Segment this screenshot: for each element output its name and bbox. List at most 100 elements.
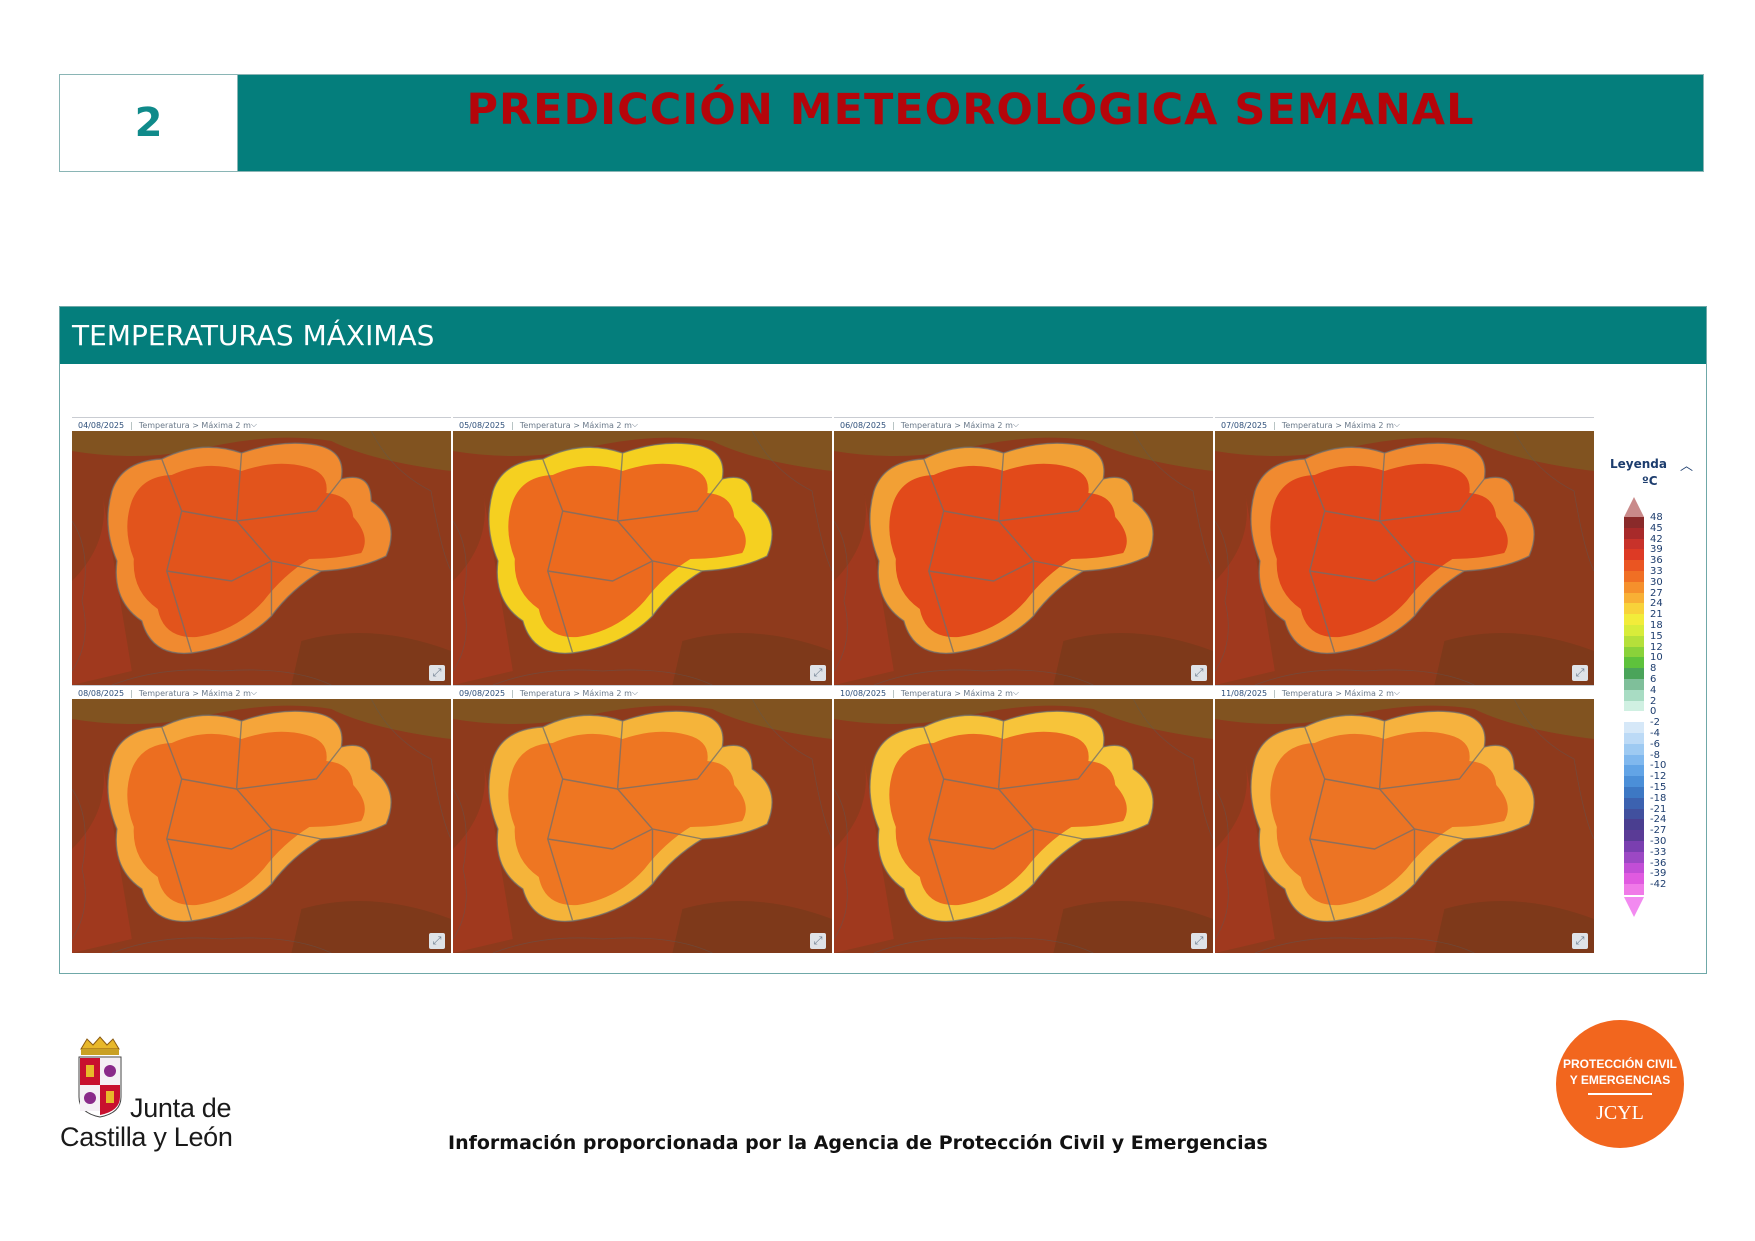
legend-swatch [1624, 689, 1644, 701]
legend-swatch [1624, 754, 1644, 766]
legend-label: -30 [1650, 835, 1667, 847]
legend-label: 48 [1650, 512, 1663, 523]
map-toolbar-separator: | [511, 688, 514, 698]
map-panel: 07/08/2025 | Temperatura > Máxima 2 m ⌵ ⤢ [1215, 417, 1594, 685]
map-toolbar-separator: | [1273, 420, 1276, 430]
legend-swatch [1624, 603, 1644, 615]
temperature-map [1215, 431, 1594, 685]
map-toolbar-separator: | [130, 420, 133, 430]
legend-label: 30 [1650, 576, 1663, 588]
legend-swatch [1624, 646, 1644, 658]
map-date: 11/08/2025 [1221, 688, 1268, 698]
chevron-down-icon[interactable]: ⌵ [250, 420, 257, 429]
legend-swatch [1624, 711, 1644, 723]
legend-swatch [1624, 776, 1644, 787]
temperature-map [72, 699, 451, 953]
map-panel: 10/08/2025 | Temperatura > Máxima 2 m ⌵ ⤢ [834, 685, 1213, 953]
expand-icon[interactable]: ⤢ [810, 933, 826, 949]
map-variable: Temperatura > Máxima 2 m [1281, 688, 1394, 698]
legend-label: 2 [1650, 695, 1657, 707]
temperature-map [72, 431, 451, 685]
brand-line-2: Castilla y León [60, 1122, 233, 1152]
temperature-map [453, 699, 832, 953]
legend-swatch [1624, 851, 1644, 863]
legend-unit: ºC [1642, 474, 1658, 488]
chevron-down-icon[interactable]: ⌵ [1012, 688, 1019, 697]
legend-label: -24 [1650, 814, 1667, 826]
expand-icon[interactable]: ⤢ [1191, 933, 1207, 949]
legend-label: 24 [1650, 598, 1663, 610]
pc-logo-line-2: Y EMERGENCIAS [1569, 1073, 1671, 1087]
expand-icon[interactable]: ⤢ [1572, 933, 1588, 949]
legend-label: -33 [1650, 846, 1667, 858]
map-date: 09/08/2025 [459, 688, 506, 698]
map-variable: Temperatura > Máxima 2 m [1281, 420, 1394, 430]
legend-label: 6 [1650, 673, 1657, 685]
legend-label: -6 [1650, 738, 1660, 750]
legend-label: -27 [1650, 825, 1667, 837]
legend-swatch [1624, 819, 1644, 831]
expand-icon[interactable]: ⤢ [429, 933, 445, 949]
legend-label: 18 [1650, 619, 1663, 631]
legend-swatch [1624, 678, 1644, 690]
map-variable: Temperatura > Máxima 2 m [900, 688, 1013, 698]
footer-credit: Información proporcionada por la Agencia… [448, 1132, 1268, 1154]
legend-label: -4 [1650, 727, 1660, 739]
legend-label: -36 [1650, 857, 1667, 869]
legend-swatch [1624, 570, 1644, 582]
legend-swatch [1624, 538, 1644, 550]
legend-swatch [1624, 743, 1644, 755]
map-panel: 05/08/2025 | Temperatura > Máxima 2 m ⌵ ⤢ [453, 417, 832, 685]
legend-label: 36 [1650, 555, 1663, 567]
expand-icon[interactable]: ⤢ [810, 665, 826, 681]
chevron-down-icon[interactable]: ⌵ [1012, 420, 1019, 429]
legend-label: -8 [1650, 749, 1660, 761]
pc-logo-line-3: JCYL [1596, 1102, 1644, 1124]
legend-labels: 48 45 42 39 36 33 30 27 24 21 18 15 12 10 8 6 4 2 0 -2 -4 -6-… [1650, 512, 1667, 891]
proteccion-civil-logo: PROTECCIÓN CIVIL Y EMERGENCIAS JCYL [1556, 1020, 1684, 1148]
map-date: 10/08/2025 [840, 688, 887, 698]
legend-label: -18 [1650, 792, 1667, 804]
legend-label: 33 [1650, 565, 1663, 577]
legend-swatch [1624, 657, 1644, 669]
map-variable: Temperatura > Máxima 2 m [138, 688, 251, 698]
legend-swatch [1624, 527, 1644, 539]
legend-label: 8 [1650, 663, 1657, 675]
chevron-down-icon[interactable]: ⌵ [250, 688, 257, 697]
chevron-down-icon[interactable]: ⌵ [1393, 688, 1400, 697]
chevron-down-icon[interactable]: ⌵ [631, 420, 638, 429]
max-temperature-panel: TEMPERATURAS MÁXIMAS 04/08/2025 | Temperat… [59, 306, 1707, 974]
junta-logo: Junta de Castilla y León [58, 1035, 278, 1155]
map-toolbar-separator: | [511, 420, 514, 430]
panel-title: TEMPERATURAS MÁXIMAS [60, 307, 1706, 364]
temperature-map [834, 431, 1213, 685]
chevron-down-icon[interactable]: ⌵ [1393, 420, 1400, 429]
legend-label: 10 [1650, 652, 1663, 664]
legend-title: Leyenda [1610, 457, 1667, 471]
map-date: 07/08/2025 [1221, 420, 1268, 430]
legend-swatch [1624, 786, 1644, 798]
page-title: PREDICCIÓN METEOROLÓGICA SEMANAL [466, 85, 1475, 135]
coat-of-arms-icon [78, 1036, 122, 1118]
chevron-down-icon[interactable]: ⌵ [631, 688, 638, 697]
legend-top-arrow [1624, 497, 1644, 517]
map-toolbar-separator: | [130, 688, 133, 698]
map-date: 08/08/2025 [78, 688, 125, 698]
expand-icon[interactable]: ⤢ [1191, 665, 1207, 681]
temperature-map [834, 699, 1213, 953]
legend-label: 15 [1650, 630, 1663, 642]
legend-label: 42 [1650, 533, 1663, 545]
expand-icon[interactable]: ⤢ [429, 665, 445, 681]
temperature-map [453, 431, 832, 685]
map-variable: Temperatura > Máxima 2 m [900, 420, 1013, 430]
legend-label: 39 [1650, 544, 1663, 556]
expand-icon[interactable]: ⤢ [1572, 665, 1588, 681]
legend-swatch [1624, 624, 1644, 636]
map-panel: 08/08/2025 | Temperatura > Máxima 2 m ⌵ ⤢ [72, 685, 451, 953]
legend-swatch [1624, 840, 1644, 852]
map-variable: Temperatura > Máxima 2 m [138, 420, 251, 430]
map-toolbar-separator: | [1273, 688, 1276, 698]
chevron-up-icon[interactable]: ︿ [1680, 459, 1694, 474]
legend-swatch [1624, 668, 1644, 679]
legend-label: -15 [1650, 781, 1667, 793]
